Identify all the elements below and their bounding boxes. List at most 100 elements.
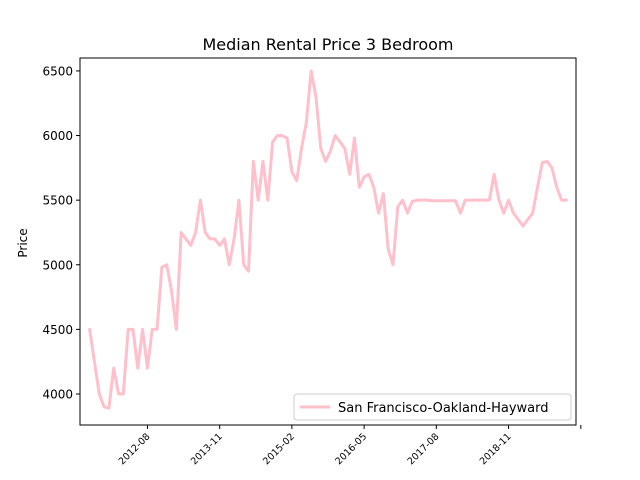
y-axis-label: Price: [16, 228, 30, 257]
data-point: [502, 212, 505, 214]
data-point: [363, 176, 365, 178]
data-point: [175, 328, 178, 331]
data-point: [117, 393, 120, 395]
data-point: [199, 199, 202, 201]
data-point: [430, 199, 433, 202]
data-point: [531, 212, 534, 214]
data-point: [214, 238, 216, 240]
data-point: [276, 134, 279, 137]
data-point: [344, 147, 346, 150]
data-point: [353, 137, 356, 139]
data-point: [512, 212, 515, 214]
data-point: [194, 231, 197, 234]
data-point: [329, 150, 332, 152]
legend-label: San Francisco-Oakland-Hayward: [338, 401, 549, 416]
data-point: [161, 266, 163, 269]
data-point: [555, 186, 558, 189]
data-point: [291, 170, 293, 173]
data-point: [560, 199, 563, 201]
data-point: [372, 186, 375, 189]
data-point: [377, 212, 380, 214]
data-point: [498, 199, 500, 201]
data-point: [286, 137, 288, 139]
data-point: [416, 199, 418, 201]
y-axis: 4000 4500 5000 5500 6000 6500: [42, 64, 80, 401]
data-point: [204, 231, 206, 234]
chart-title: Median Rental Price 3 Bedroom: [202, 35, 453, 54]
data-point: [262, 160, 264, 163]
data-point: [319, 147, 322, 150]
data-point: [469, 199, 471, 201]
data-point: [165, 263, 168, 266]
data-point: [522, 225, 524, 227]
data-point: [474, 199, 476, 201]
data-point: [156, 328, 158, 331]
data-point: [238, 199, 240, 201]
data-point: [180, 231, 182, 234]
data-point: [310, 70, 312, 72]
data-point: [517, 218, 520, 221]
data-point: [493, 173, 495, 176]
data-point: [141, 328, 144, 331]
data-point: [281, 134, 284, 137]
plot-lines: [88, 69, 568, 410]
data-point: [459, 212, 462, 214]
data-point: [233, 238, 235, 240]
data-point: [406, 212, 409, 214]
y-tick-label: 4500: [42, 323, 73, 337]
data-point: [546, 160, 548, 163]
data-point: [450, 199, 452, 202]
data-point: [295, 179, 298, 182]
data-point: [368, 173, 370, 176]
data-point: [421, 199, 423, 201]
data-point: [300, 147, 303, 150]
data-point: [358, 186, 361, 189]
data-point: [247, 270, 250, 273]
data-point: [122, 393, 125, 395]
data-point: [507, 199, 510, 201]
data-point: [440, 199, 442, 202]
data-point: [305, 121, 308, 124]
data-point: [401, 199, 404, 201]
series-line: [88, 69, 568, 410]
data-point: [88, 328, 91, 331]
y-tick-label: 6000: [42, 129, 73, 143]
data-point: [324, 160, 327, 163]
data-point: [565, 199, 568, 201]
data-point: [218, 244, 221, 247]
plot-frame: [79, 57, 577, 426]
y-tick-label: 4000: [42, 387, 73, 401]
data-point: [382, 192, 385, 195]
data-point: [551, 167, 553, 169]
data-point: [454, 199, 457, 202]
data-point: [170, 289, 173, 292]
data-point: [425, 199, 428, 201]
data-point: [392, 263, 394, 266]
data-point: [257, 199, 259, 201]
data-point: [127, 328, 129, 331]
y-tick-label: 5000: [42, 258, 73, 272]
data-point: [527, 218, 529, 221]
data-point: [464, 199, 467, 201]
data-point: [242, 263, 245, 266]
data-point: [536, 186, 539, 189]
data-point: [411, 200, 414, 203]
legend-box: [293, 393, 572, 421]
data-point: [435, 199, 438, 202]
data-point: [209, 238, 211, 240]
data-point: [339, 141, 341, 143]
data-point: [271, 141, 274, 143]
data-point: [189, 244, 192, 247]
data-point: [103, 406, 105, 408]
legend: San Francisco-Oakland-Hayward: [293, 393, 572, 421]
data-point: [252, 160, 255, 163]
data-point: [146, 367, 149, 369]
data-point: [98, 393, 101, 395]
data-point: [185, 238, 187, 240]
y-tick-label: 6500: [42, 64, 73, 78]
y-tick-label: 5500: [42, 194, 73, 208]
data-point: [334, 134, 337, 137]
data-point: [445, 199, 447, 202]
data-point: [478, 199, 481, 201]
data-point: [387, 248, 389, 251]
